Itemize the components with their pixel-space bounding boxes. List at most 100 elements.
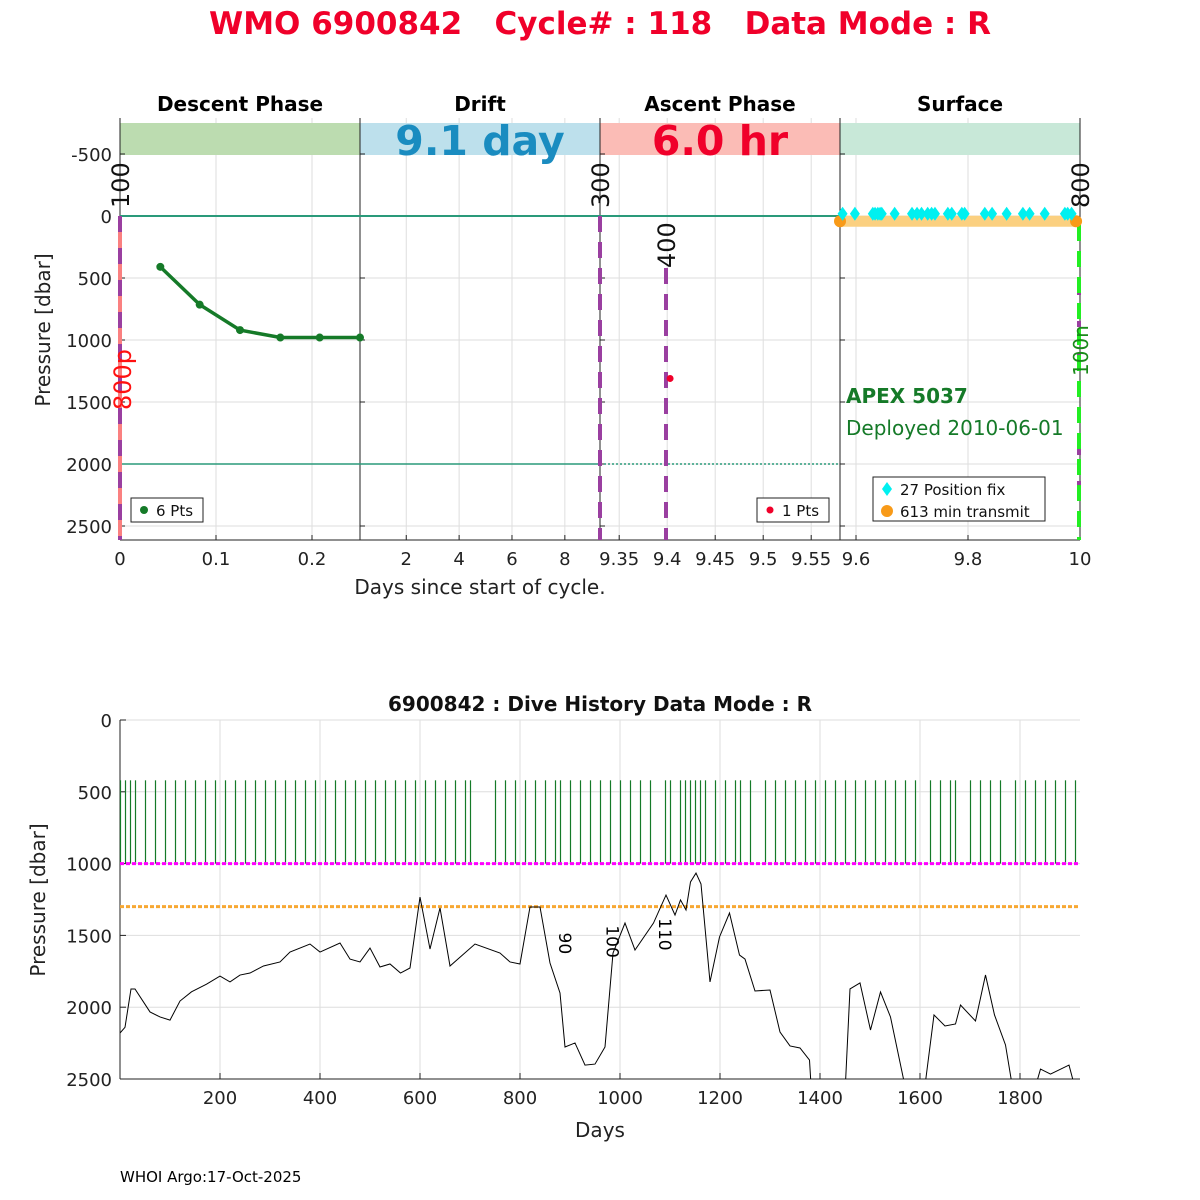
x-tick-label: 800 <box>503 1088 537 1109</box>
park-pressure-label: 800p <box>109 349 137 410</box>
y-tick-label: 2000 <box>66 998 112 1019</box>
x-tick-label: 2 <box>401 549 412 570</box>
ascent-legend: 1 Pts <box>756 497 830 523</box>
legend-marker <box>140 506 148 514</box>
dive-history-chart: 0 500 1000 1500 2000 2500 200 400 600 800 1000 1200… <box>26 692 1080 1142</box>
x-tick-label: 9.55 <box>791 549 831 570</box>
phase-bar <box>120 123 360 155</box>
bottom-depth-line <box>120 872 1074 1079</box>
event-marker-label: 800 <box>1067 162 1095 208</box>
position-fix-marker <box>907 206 918 221</box>
position-fix-marker <box>916 206 927 221</box>
event-marker-label: 100 <box>107 162 135 208</box>
position-fix-marker <box>1066 206 1077 221</box>
x-axis-label: Days <box>575 1118 625 1142</box>
descent-legend: 6 Pts <box>130 497 204 523</box>
y-tick-label: 1500 <box>66 926 112 947</box>
x-tick-label: 9.45 <box>695 549 735 570</box>
panel-title: Drift <box>454 92 506 116</box>
float-model: APEX 5037 <box>846 384 968 408</box>
x-tick-label: 200 <box>203 1088 237 1109</box>
cycle-label: 110 <box>654 918 674 950</box>
y-tick-label: 0 <box>101 207 112 228</box>
y-tick-label: 500 <box>78 269 112 290</box>
legend-box <box>872 476 1046 522</box>
descent-point <box>195 300 204 309</box>
x-axis-label: Days since start of cycle. <box>354 575 605 599</box>
position-fix-marker <box>837 206 848 221</box>
x-tick-label: 9.5 <box>749 549 778 570</box>
y-tick-label: 500 <box>78 783 112 804</box>
position-fix-marker <box>1001 206 1012 221</box>
phase-duration-label: 6.0 hr <box>652 117 789 165</box>
legend-marker <box>766 506 774 514</box>
event-marker-label: 300 <box>587 162 615 208</box>
y-tick-label: 2500 <box>66 517 112 538</box>
position-fix-marker <box>959 206 970 221</box>
x-tick-label: 0.2 <box>298 549 327 570</box>
x-tick-label: 6 <box>506 549 517 570</box>
position-fix-marker <box>987 206 998 221</box>
x-tick-label: 9.8 <box>954 549 983 570</box>
descent-profile-line <box>159 265 360 340</box>
descent-point <box>315 333 324 342</box>
x-tick-label: 1000 <box>597 1088 643 1109</box>
x-tick-label: 10 <box>1069 549 1092 570</box>
y-axis-label: Pressure [dbar] <box>31 253 55 406</box>
x-tick-label: 1400 <box>797 1088 843 1109</box>
descent-point <box>276 333 285 342</box>
figure-title: WMO 6900842 Cycle# : 118 Data Mode : R <box>209 6 991 42</box>
legend-label: 6 Pts <box>156 502 193 520</box>
panel-title: Descent Phase <box>157 92 323 116</box>
descent-point <box>236 326 244 335</box>
phase-bar <box>600 123 840 155</box>
position-fix-marker <box>1024 206 1035 221</box>
phase-bar <box>360 123 600 155</box>
position-fix-marker <box>876 206 887 221</box>
legend-marker-circle <box>881 505 893 517</box>
panel-title: Ascent Phase <box>644 92 795 116</box>
y-tick-label: 1000 <box>66 855 112 876</box>
x-tick-label: 600 <box>403 1088 437 1109</box>
x-tick-label: 0.1 <box>202 549 231 570</box>
descent-point <box>356 333 364 342</box>
position-fix-marker <box>979 206 990 221</box>
x-tick-label: 4 <box>453 549 464 570</box>
deploy-date: Deployed 2010-06-01 <box>846 416 1064 440</box>
surface-legend: 27 Position fix 613 min transmit <box>872 476 1046 522</box>
phase-bar <box>840 123 1080 155</box>
x-tick-label: 9.4 <box>653 549 682 570</box>
footer-credit: WHOI Argo:17-Oct-2025 <box>120 1168 301 1186</box>
legend-label: 27 Position fix <box>900 481 1005 499</box>
y-axis-label: Pressure [dbar] <box>26 823 50 976</box>
x-tick-label: 9.6 <box>842 549 871 570</box>
chart-title: 6900842 : Dive History Data Mode : R <box>388 692 812 716</box>
y-tick-label: 2500 <box>66 1070 112 1091</box>
legend-label: 613 min transmit <box>900 503 1030 521</box>
position-fix-marker <box>849 206 860 221</box>
y-tick-label: 0 <box>101 711 112 732</box>
x-tick-label: 0 <box>114 549 125 570</box>
x-tick-label: 1600 <box>897 1088 943 1109</box>
x-tick-label: 400 <box>303 1088 337 1109</box>
position-fix-marker <box>946 206 957 221</box>
descent-point <box>156 262 165 271</box>
position-fix-marker <box>1017 206 1028 221</box>
panel-title: Surface <box>917 92 1003 116</box>
surface-label: 100n <box>1069 325 1093 376</box>
panel-3: 9.6 9.8 10 Surface <box>839 92 1092 570</box>
y-tick-label: 2000 <box>66 455 112 476</box>
cycle-label: 90 <box>554 933 574 955</box>
cycle-label: 100 <box>602 925 622 957</box>
x-tick-label: 1200 <box>697 1088 743 1109</box>
phase-duration-label: 9.1 day <box>395 117 564 165</box>
ascent-point <box>666 374 674 382</box>
x-tick-label: 9.35 <box>599 549 639 570</box>
position-fix-marker <box>929 206 940 221</box>
legend-label: 1 Pts <box>782 502 819 520</box>
position-fix-marker <box>889 206 900 221</box>
